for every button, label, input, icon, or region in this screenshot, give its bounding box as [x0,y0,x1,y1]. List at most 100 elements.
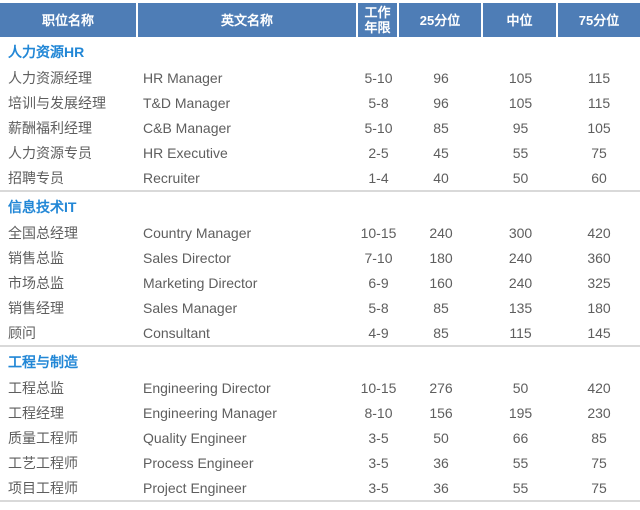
cell-english-name: Marketing Director [143,274,258,291]
cell-75th-percentile: 230 [587,404,611,421]
column-header-25th-percentile: 25分位 [399,3,483,37]
cell-25th-percentile: 276 [429,379,453,396]
cell-75th-percentile: 145 [587,324,611,341]
cell-75th-percentile: 420 [587,224,611,241]
cell-median: 300 [508,224,533,241]
cell-25th-percentile: 85 [433,299,449,316]
table-section: 人力资源HR 人力资源经理 HR Manager 5-10 96 105 115… [0,37,640,192]
table-section: 工程与制造 工程总监 Engineering Director 10-15 27… [0,347,640,502]
table-row: 工艺工程师 Process Engineer 3-5 36 55 75 [0,450,640,475]
cell-position-name: 全国总经理 [8,224,78,241]
cell-work-years: 3-5 [368,429,389,446]
cell-position-name: 销售总监 [8,249,64,266]
cell-english-name: HR Manager [143,69,223,86]
column-header-75th-percentile: 75分位 [558,3,640,37]
table-row: 顾问 Consultant 4-9 85 115 145 [0,320,640,345]
cell-median: 50 [512,169,529,186]
cell-position-name: 培训与发展经理 [8,94,106,111]
cell-english-name: Project Engineer [143,479,247,496]
cell-position-name: 项目工程师 [8,479,78,496]
table-row: 薪酬福利经理 C&B Manager 5-10 85 95 105 [0,115,640,140]
table-row: 全国总经理 Country Manager 10-15 240 300 420 [0,220,640,245]
table-row: 项目工程师 Project Engineer 3-5 36 55 75 [0,475,640,500]
table-row: 销售经理 Sales Manager 5-8 85 135 180 [0,295,640,320]
column-header-median: 中位 [483,3,558,37]
cell-position-name: 招聘专员 [8,169,64,186]
cell-75th-percentile: 105 [587,119,611,136]
table-header-row: 职位名称 英文名称 工作年限 25分位 中位 75分位 [0,3,640,37]
cell-english-name: Quality Engineer [143,429,247,446]
cell-work-years: 4-9 [368,324,389,341]
cell-75th-percentile: 115 [587,94,611,111]
table-body: 人力资源HR 人力资源经理 HR Manager 5-10 96 105 115… [0,37,640,502]
cell-position-name: 市场总监 [8,274,64,291]
section-title: 工程与制造 [8,354,78,370]
cell-25th-percentile: 240 [429,224,453,241]
cell-median: 135 [508,299,533,316]
cell-75th-percentile: 60 [591,169,607,186]
cell-work-years: 5-8 [368,94,389,111]
table-row: 人力资源专员 HR Executive 2-5 45 55 75 [0,140,640,165]
cell-english-name: C&B Manager [143,119,231,136]
cell-median: 240 [508,249,533,266]
cell-25th-percentile: 156 [429,404,453,421]
cell-median: 55 [512,454,529,471]
cell-work-years: 5-10 [364,119,393,136]
cell-work-years: 5-10 [364,69,393,86]
cell-75th-percentile: 75 [591,454,607,471]
cell-position-name: 人力资源经理 [8,69,92,86]
cell-25th-percentile: 85 [433,119,449,136]
table-row: 工程总监 Engineering Director 10-15 276 50 4… [0,375,640,400]
cell-english-name: Engineering Manager [143,404,277,421]
section-rows: 工程总监 Engineering Director 10-15 276 50 4… [0,375,640,500]
cell-work-years: 6-9 [368,274,389,291]
cell-work-years: 10-15 [360,224,397,241]
cell-median: 55 [512,144,529,161]
cell-position-name: 人力资源专员 [8,144,92,161]
cell-work-years: 7-10 [364,249,393,266]
cell-position-name: 销售经理 [8,299,64,316]
cell-position-name: 工艺工程师 [8,454,78,471]
section-rows: 全国总经理 Country Manager 10-15 240 300 420 … [0,220,640,345]
cell-median: 50 [512,379,529,396]
table-row: 招聘专员 Recruiter 1-4 40 50 60 [0,165,640,190]
cell-english-name: Consultant [143,324,210,341]
table-row: 工程经理 Engineering Manager 8-10 156 195 23… [0,400,640,425]
cell-25th-percentile: 160 [429,274,453,291]
cell-position-name: 顾问 [8,324,36,341]
cell-median: 55 [512,479,529,496]
section-rows: 人力资源经理 HR Manager 5-10 96 105 115 培训与发展经… [0,65,640,190]
cell-75th-percentile: 75 [591,144,607,161]
cell-25th-percentile: 96 [433,69,449,86]
cell-work-years: 8-10 [364,404,393,421]
table-row: 培训与发展经理 T&D Manager 5-8 96 105 115 [0,90,640,115]
table-row: 市场总监 Marketing Director 6-9 160 240 325 [0,270,640,295]
cell-median: 105 [508,69,533,86]
table-section: 信息技术IT 全国总经理 Country Manager 10-15 240 3… [0,192,640,347]
cell-25th-percentile: 36 [433,479,449,496]
cell-25th-percentile: 45 [433,144,449,161]
cell-work-years: 5-8 [368,299,389,316]
cell-position-name: 质量工程师 [8,429,78,446]
cell-75th-percentile: 420 [587,379,611,396]
section-title: 人力资源HR [8,44,85,60]
cell-75th-percentile: 85 [591,429,607,446]
cell-english-name: HR Executive [143,144,228,161]
cell-english-name: Sales Director [143,249,231,266]
cell-position-name: 工程总监 [8,379,64,396]
table-row: 人力资源经理 HR Manager 5-10 96 105 115 [0,65,640,90]
cell-75th-percentile: 180 [587,299,611,316]
column-header-work-years: 工作年限 [358,3,399,37]
cell-english-name: Process Engineer [143,454,254,471]
column-header-english-name: 英文名称 [138,3,358,37]
table-row: 销售总监 Sales Director 7-10 180 240 360 [0,245,640,270]
cell-25th-percentile: 50 [433,429,449,446]
cell-median: 240 [508,274,533,291]
cell-median: 115 [509,324,532,341]
cell-position-name: 薪酬福利经理 [8,119,92,136]
cell-median: 195 [508,404,533,421]
cell-work-years: 3-5 [368,454,389,471]
cell-english-name: Sales Manager [143,299,238,316]
cell-median: 66 [512,429,529,446]
